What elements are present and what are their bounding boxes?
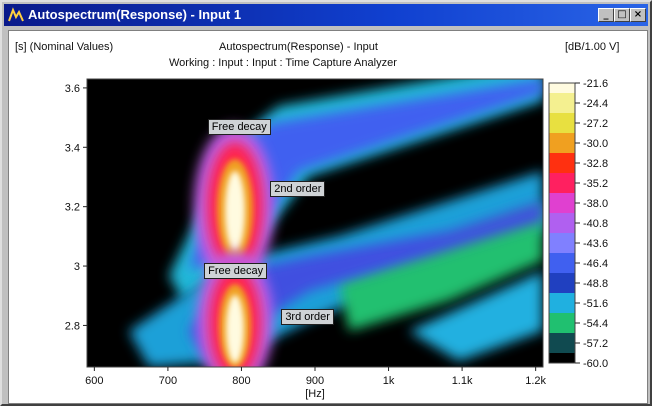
x-tick-label: 1.1k (452, 375, 473, 387)
colorbar-tick-label: -27.2 (583, 118, 608, 130)
colorbar-band (549, 253, 575, 273)
annotation-label: 3rd order (281, 308, 334, 325)
spectrogram-plot[interactable]: 600 700 800 900 1k 1.1k 1.2k 3.6 3.4 3.2 3 2.8 [Hz… (9, 31, 647, 403)
minimize-button[interactable]: _ (598, 8, 614, 22)
x-tick-label: 1k (383, 375, 395, 387)
x-tick-label: 900 (306, 375, 324, 387)
x-tick-label: 800 (232, 375, 250, 387)
colorbar-band (549, 153, 575, 173)
colorbar-tick-label: -43.6 (583, 238, 608, 250)
title-bar[interactable]: Autospectrum(Response) - Input 1 _ □ × (4, 4, 648, 26)
colorbar-band (549, 173, 575, 193)
x-axis-label: [Hz] (305, 388, 325, 400)
colorbar-tick-label: -60.0 (583, 358, 608, 370)
colorbar-tick-label: -35.2 (583, 178, 608, 190)
y-tick-label: 3.4 (65, 142, 80, 154)
annotation-label: Free decay (204, 262, 268, 279)
colorbar-band (549, 273, 575, 293)
colorbar-tick-label: -46.4 (583, 258, 608, 270)
colorbar-tick-label: -54.4 (583, 318, 608, 330)
y-unit-label: [s] (Nominal Values) (15, 41, 114, 53)
colorbar-tick-label: -21.6 (583, 78, 608, 90)
colorbar-band (549, 83, 575, 93)
colorbar-tick-label: -24.4 (583, 98, 608, 110)
chart-subtitle: Working : Input : Input : Time Capture A… (169, 57, 397, 69)
colorbar-tick-label: -51.6 (583, 298, 608, 310)
colorbar-tick-label: -57.2 (583, 338, 608, 350)
chart-area: [s] (Nominal Values) Autospectrum(Respon… (8, 30, 648, 404)
colorbar-band (549, 333, 575, 353)
annotation-label: 2nd order (270, 180, 326, 197)
colorbar-tick-label: -40.8 (583, 218, 608, 230)
y-tick-label: 3 (74, 261, 80, 273)
colorbar-tick-label: -48.8 (583, 278, 608, 290)
colorbar-band (549, 353, 575, 363)
x-tick-label: 1.2k (525, 375, 546, 387)
annotation-label: Free decay (207, 118, 271, 135)
colorbar-band (549, 233, 575, 253)
colorbar-band (549, 293, 575, 313)
y-tick-label: 3.6 (65, 83, 80, 95)
window-title: Autospectrum(Response) - Input 1 (28, 7, 242, 22)
colorbar-tick-label: -30.0 (583, 138, 608, 150)
colorbar-band (549, 133, 575, 153)
x-axis: 600 700 800 900 1k 1.1k 1.2k (85, 367, 547, 387)
maximize-button[interactable]: □ (614, 8, 630, 22)
close-button[interactable]: × (630, 8, 646, 22)
app-icon (8, 7, 24, 22)
x-tick-label: 700 (159, 375, 177, 387)
colorbar-band (549, 213, 575, 233)
y-tick-label: 3.2 (65, 202, 80, 214)
y-tick-label: 2.8 (65, 320, 80, 332)
colorbar-tick-label: -32.8 (583, 158, 608, 170)
colorbar: -21.6 -24.4 -27.2 -30.0 -32.8 -35.2 -38.0 -40.8… (548, 78, 608, 370)
colorbar-band (549, 193, 575, 213)
x-tick-label: 600 (85, 375, 103, 387)
spectrogram-image (129, 79, 543, 367)
colorbar-band (549, 93, 575, 113)
y-axis: 3.6 3.4 3.2 3 2.8 (65, 83, 87, 332)
colorbar-band (549, 113, 575, 133)
colorbar-band (549, 313, 575, 333)
colorbar-unit-label: [dB/1.00 V] (565, 41, 620, 53)
colorbar-tick-label: -38.0 (583, 198, 608, 210)
chart-title: Autospectrum(Response) - Input (219, 41, 378, 53)
